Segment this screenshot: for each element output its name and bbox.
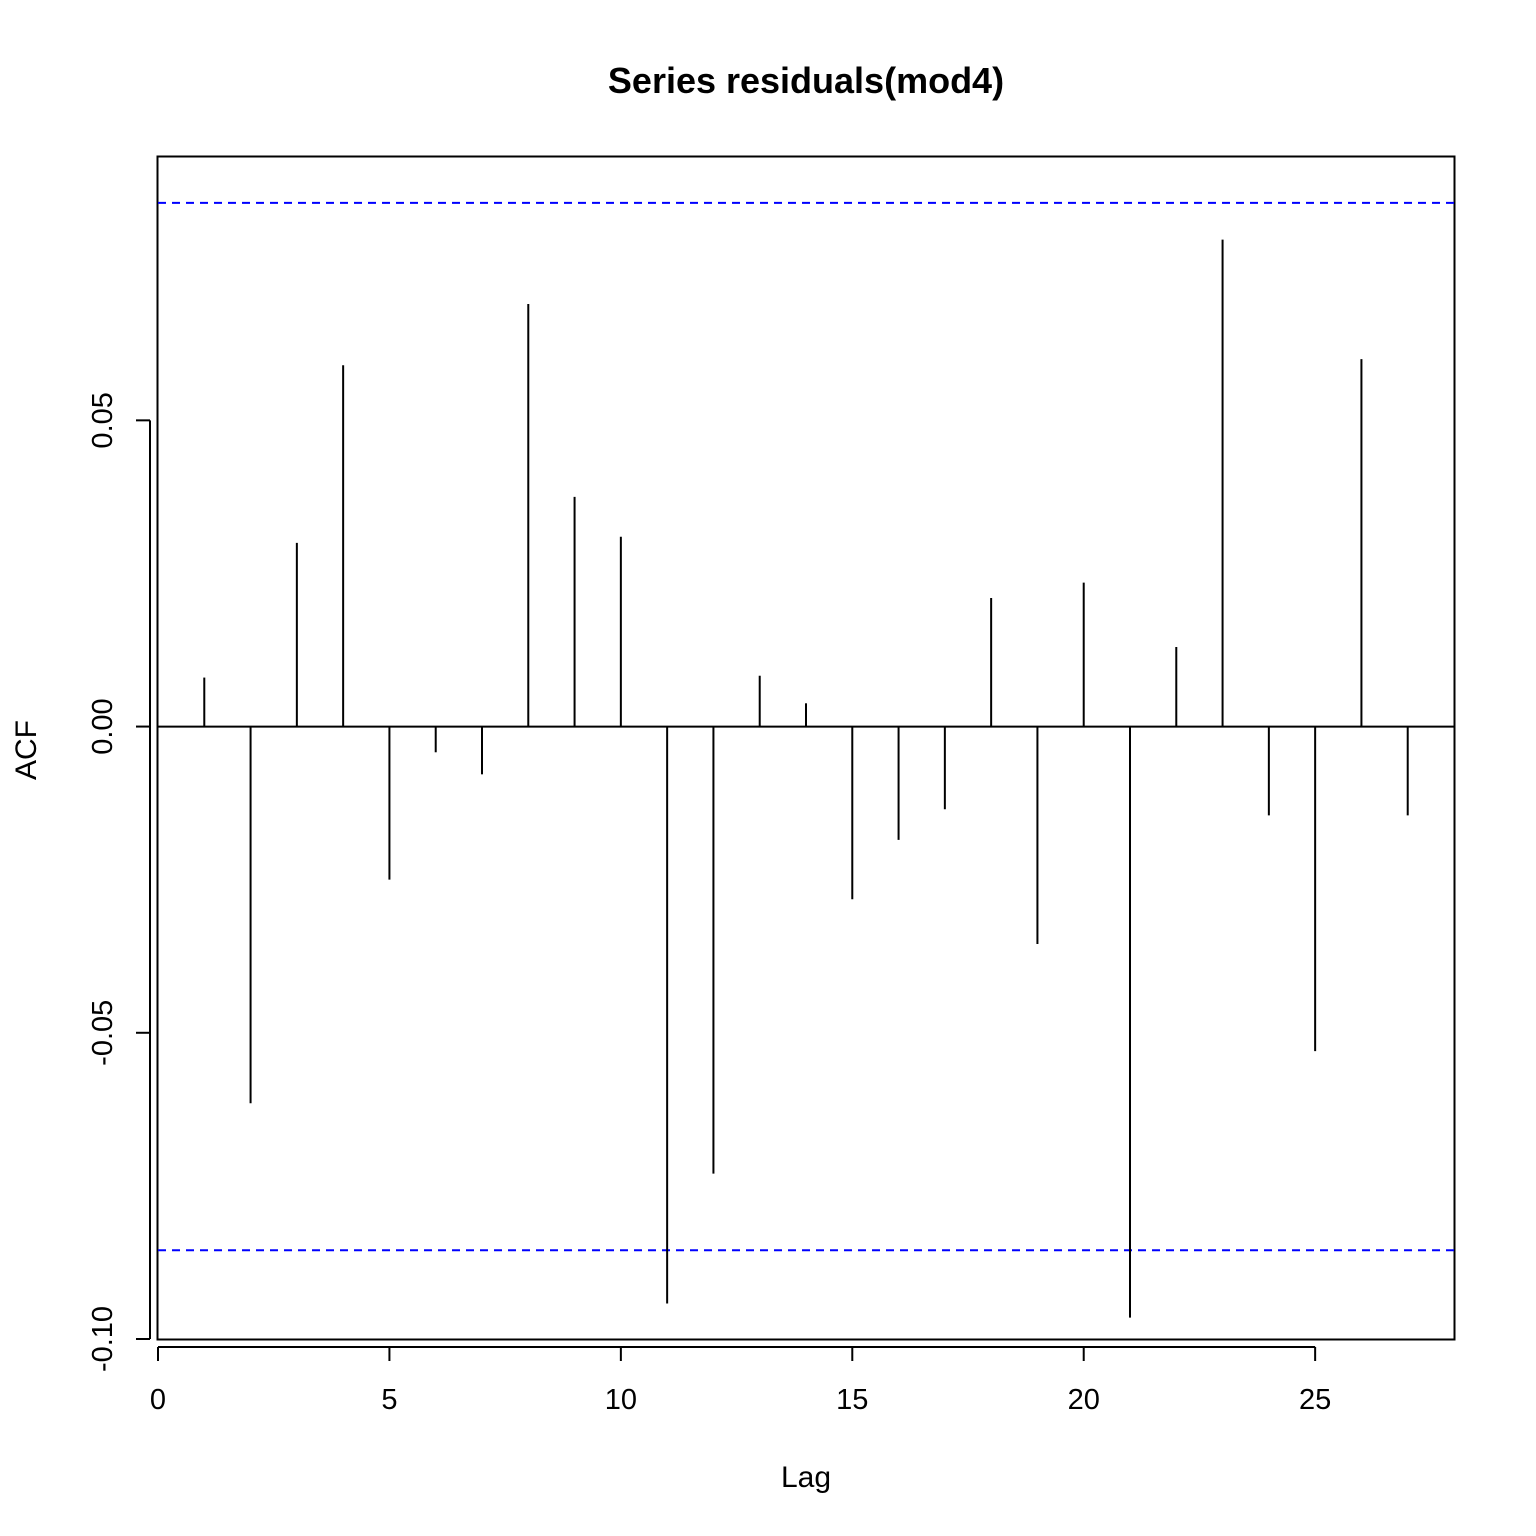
x-tick-label: 10 <box>605 1384 637 1416</box>
y-axis-label: ACF <box>10 720 43 780</box>
x-tick-label: 5 <box>381 1384 397 1416</box>
x-tick-label: 0 <box>150 1384 166 1416</box>
y-tick-label: -0.05 <box>87 1000 119 1066</box>
x-tick-label: 15 <box>836 1384 868 1416</box>
chart-title: Series residuals(mod4) <box>608 60 1004 101</box>
plot-marks <box>158 201 1454 1318</box>
y-tick-label: -0.10 <box>87 1306 119 1372</box>
x-tick-label: 25 <box>1299 1384 1331 1416</box>
x-axis-label: Lag <box>781 1461 831 1494</box>
x-tick-label: 20 <box>1068 1384 1100 1416</box>
y-tick-label: 0.05 <box>87 392 119 448</box>
y-axis: -0.10 -0.05 0.00 0.05 <box>87 392 151 1372</box>
plot-frame <box>156 155 1456 1341</box>
x-axis: 0 5 10 15 20 25 <box>150 1346 1331 1416</box>
y-tick-label: 0.00 <box>87 698 119 754</box>
